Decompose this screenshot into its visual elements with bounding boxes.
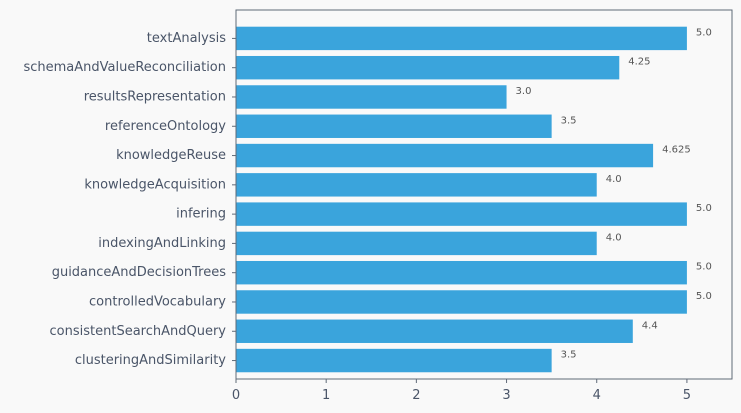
category-label-consistentSearchAndQuery: consistentSearchAndQuery xyxy=(50,324,227,339)
bar-consistentSearchAndQuery xyxy=(236,319,633,343)
value-label-referenceOntology: 3.5 xyxy=(561,115,577,126)
category-label-infering: infering xyxy=(176,207,226,222)
value-label-schemaAndValueReconciliation: 4.25 xyxy=(628,57,650,68)
bar-controlledVocabulary xyxy=(236,290,687,314)
plot-frame xyxy=(235,9,733,380)
value-label-controlledVocabulary: 5.0 xyxy=(696,291,712,302)
category-label-controlledVocabulary: controlledVocabulary xyxy=(89,294,226,309)
value-label-knowledgeReuse: 4.625 xyxy=(662,145,691,156)
bar-schemaAndValueReconciliation xyxy=(236,55,620,80)
bar-guidanceAndDecisionTrees xyxy=(236,260,687,285)
value-label-resultsRepresentation: 3.0 xyxy=(516,86,532,97)
category-label-clusteringAndSimilarity: clusteringAndSimilarity xyxy=(75,353,226,368)
value-label-textAnalysis: 5.0 xyxy=(696,27,712,38)
category-label-schemaAndValueReconciliation: schemaAndValueReconciliation xyxy=(23,60,226,75)
category-label-knowledgeAcquisition: knowledgeAcquisition xyxy=(84,177,226,192)
x-tick-label-0: 0 xyxy=(232,388,240,403)
bar-referenceOntology xyxy=(236,114,552,138)
category-labels-group: textAnalysis schemaAndValueReconciliation… xyxy=(23,31,236,368)
value-label-knowledgeAcquisition: 4.0 xyxy=(606,174,622,185)
category-label-textAnalysis: textAnalysis xyxy=(147,31,226,46)
bar-knowledgeReuse xyxy=(236,143,654,168)
bar-indexingAndLinking xyxy=(236,231,597,256)
value-label-consistentSearchAndQuery: 4.4 xyxy=(642,320,658,331)
bar-resultsRepresentation xyxy=(236,85,507,109)
bars-group xyxy=(236,26,687,373)
x-tick-label-3: 3 xyxy=(502,388,510,403)
bar-clusteringAndSimilarity xyxy=(236,348,552,373)
category-label-guidanceAndDecisionTrees: guidanceAndDecisionTrees xyxy=(52,265,227,280)
category-label-knowledgeReuse: knowledgeReuse xyxy=(116,148,226,163)
value-labels-group: 5.0 4.25 3.0 3.5 4.625 4.0 5.0 4.0 5.0 5.0 4.4 3.5 xyxy=(516,27,712,360)
bar-knowledgeAcquisition xyxy=(236,173,597,197)
x-tick-label-2: 2 xyxy=(412,388,420,403)
bar-textAnalysis xyxy=(236,26,687,51)
x-ticks-group: 0 1 2 3 4 5 xyxy=(232,379,691,403)
x-tick-label-4: 4 xyxy=(593,388,601,403)
value-label-guidanceAndDecisionTrees: 5.0 xyxy=(696,262,712,273)
x-tick-label-5: 5 xyxy=(683,388,691,403)
bar-infering xyxy=(236,202,687,226)
category-label-indexingAndLinking: indexingAndLinking xyxy=(98,236,226,251)
value-label-clusteringAndSimilarity: 3.5 xyxy=(561,350,577,361)
x-tick-label-1: 1 xyxy=(322,388,330,403)
value-label-indexingAndLinking: 4.0 xyxy=(606,232,622,243)
value-label-infering: 5.0 xyxy=(696,203,712,214)
category-label-resultsRepresentation: resultsRepresentation xyxy=(84,89,226,104)
category-label-referenceOntology: referenceOntology xyxy=(105,119,226,134)
